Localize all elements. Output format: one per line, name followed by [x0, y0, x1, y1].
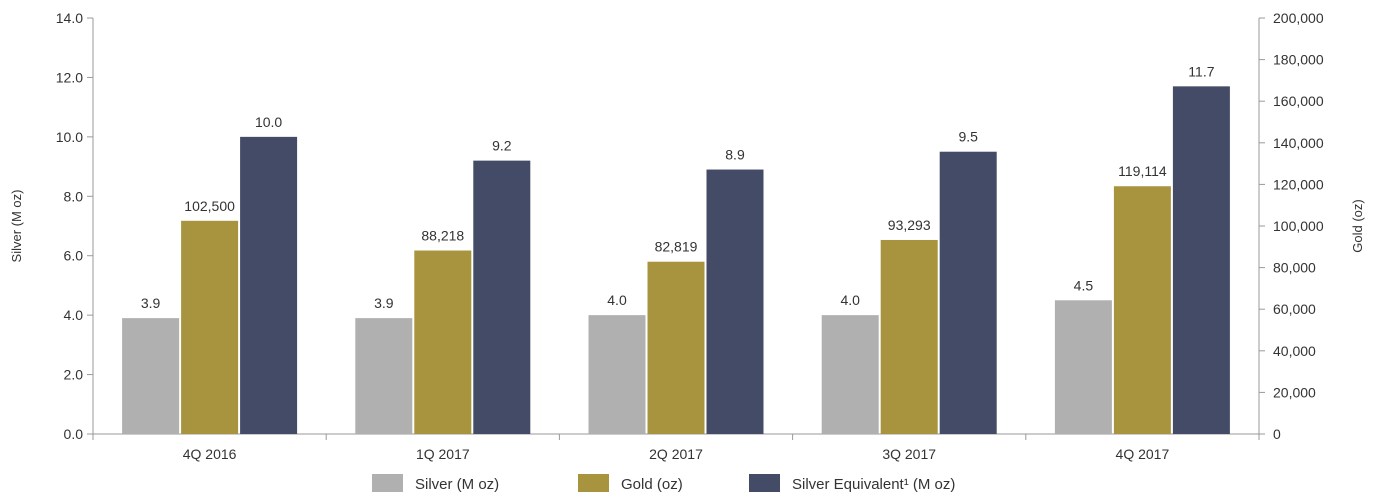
data-label: 10.0 [255, 114, 282, 130]
bar [122, 318, 180, 434]
category-label: 2Q 2017 [649, 446, 703, 462]
legend-label: Gold (oz) [621, 476, 683, 493]
data-label: 4.5 [1074, 277, 1094, 293]
legend-label: Silver Equivalent¹ (M oz) [792, 476, 955, 493]
bar [588, 315, 646, 434]
bar [880, 239, 938, 434]
data-label: 102,500 [184, 198, 235, 214]
right-tick-label: 160,000 [1273, 93, 1324, 109]
y-axis-title: Silver (M oz) [9, 190, 24, 263]
legend-swatch [578, 474, 609, 492]
right-tick-label: 140,000 [1273, 135, 1324, 151]
left-tick-label: 6.0 [64, 248, 84, 264]
data-label: 93,293 [888, 217, 931, 233]
left-tick-label: 10.0 [56, 129, 83, 145]
data-label: 3.9 [374, 295, 394, 311]
bar [821, 315, 879, 434]
right-tick-label: 40,000 [1273, 343, 1316, 359]
data-label: 11.7 [1188, 63, 1214, 79]
data-label: 9.2 [492, 138, 512, 154]
data-label: 3.9 [141, 295, 161, 311]
left-tick-label: 12.0 [56, 69, 83, 85]
bar [240, 136, 298, 434]
right-tick-label: 60,000 [1273, 301, 1316, 317]
bar [181, 220, 239, 434]
legend: Silver (M oz) Gold (oz) Silver Equivalent¹… [372, 474, 955, 493]
right-tick-label: 200,000 [1273, 10, 1324, 26]
bar [355, 318, 413, 434]
legend-label: Silver (M oz) [415, 476, 499, 493]
category-label: 1Q 2017 [416, 446, 470, 462]
bars [122, 86, 1230, 435]
left-tick-label: 4.0 [64, 307, 84, 323]
left-tick-label: 8.0 [64, 188, 84, 204]
bar [1054, 300, 1112, 434]
right-tick-label: 20,000 [1273, 384, 1316, 400]
data-labels: 3.9 102,500 10.0 3.9 88,218 9.2 4.0 82,819 8.9 4.… [141, 63, 1215, 311]
bar [1113, 186, 1171, 434]
bar [473, 160, 531, 434]
bar [647, 261, 705, 434]
bar [414, 250, 472, 434]
right-axis: 0 20,000 40,000 60,000 80,000 100,000 120,000 1… [1258, 10, 1324, 442]
data-label: 88,218 [421, 228, 464, 244]
left-tick-label: 0.0 [64, 426, 84, 442]
data-label: 8.9 [725, 147, 745, 163]
right-tick-label: 120,000 [1273, 176, 1324, 192]
y2-axis-title: Gold (oz) [1350, 199, 1365, 252]
legend-swatch [372, 474, 403, 492]
right-tick-label: 80,000 [1273, 260, 1316, 276]
category-label: 4Q 2017 [1116, 446, 1170, 462]
bar [1172, 86, 1230, 434]
bar [706, 169, 764, 435]
data-label: 4.0 [607, 292, 627, 308]
category-label: 3Q 2017 [882, 446, 936, 462]
legend-swatch [749, 474, 780, 492]
category-label: 4Q 2016 [183, 446, 237, 462]
right-tick-label: 0 [1273, 426, 1281, 442]
data-label: 9.5 [958, 129, 978, 145]
category-labels: 4Q 2016 1Q 2017 2Q 2017 3Q 2017 4Q 2017 [92, 434, 1260, 462]
right-tick-label: 180,000 [1273, 52, 1324, 68]
left-tick-label: 14.0 [56, 10, 83, 26]
right-tick-label: 100,000 [1273, 218, 1324, 234]
data-label: 4.0 [840, 292, 860, 308]
data-label: 119,114 [1118, 163, 1167, 179]
data-label: 82,819 [655, 239, 698, 255]
bar [939, 151, 997, 434]
left-tick-label: 2.0 [64, 367, 84, 383]
